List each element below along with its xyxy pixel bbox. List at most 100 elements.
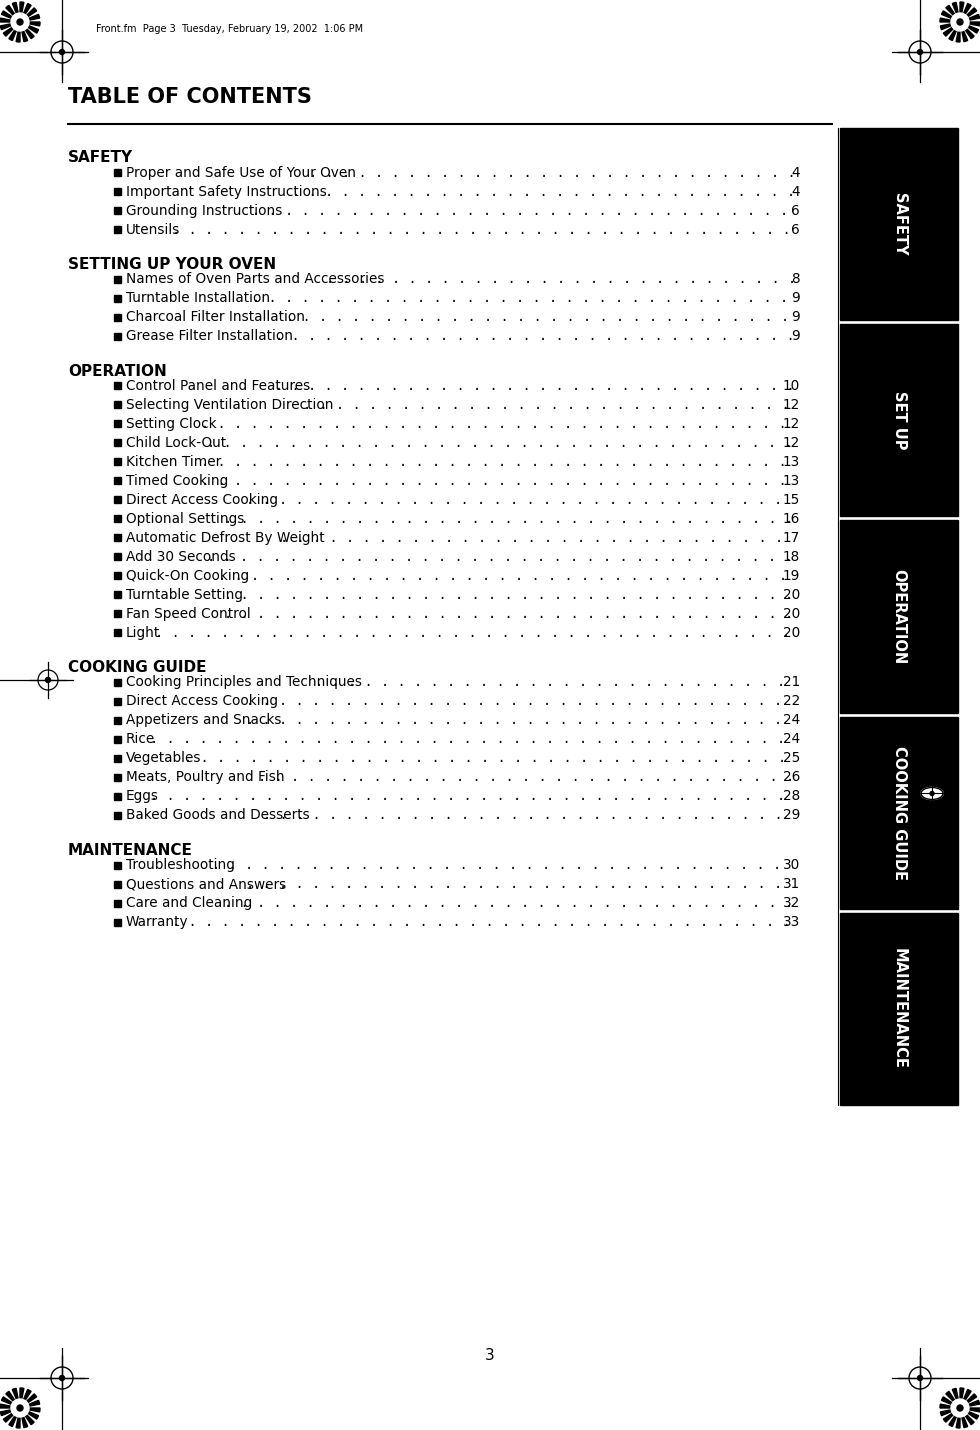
Bar bbox=[114, 207, 121, 214]
Bar bbox=[114, 698, 121, 705]
Text: 9: 9 bbox=[791, 292, 800, 305]
Text: . . . . . . . . . . . . . . . . . . . . . . . . . . . . . . . . . . . . . . . . : . . . . . . . . . . . . . . . . . . . . … bbox=[223, 512, 980, 526]
Polygon shape bbox=[960, 21, 967, 41]
Text: SET UP: SET UP bbox=[892, 390, 907, 449]
Polygon shape bbox=[960, 1400, 980, 1409]
Polygon shape bbox=[9, 21, 20, 40]
Polygon shape bbox=[20, 1394, 36, 1409]
Polygon shape bbox=[960, 14, 980, 21]
Polygon shape bbox=[0, 1404, 20, 1409]
Text: 3: 3 bbox=[485, 1347, 495, 1363]
Text: . . . . . . . . . . . . . . . . . . . . . . . . . . . . . . . . . . . . . . . . : . . . . . . . . . . . . . . . . . . . . … bbox=[201, 473, 980, 488]
Text: Direct Access Cooking: Direct Access Cooking bbox=[126, 695, 278, 708]
Text: Important Safety Instructions: Important Safety Instructions bbox=[126, 184, 327, 199]
Text: Proper and Safe Use of Your Oven: Proper and Safe Use of Your Oven bbox=[126, 166, 356, 180]
Text: 24: 24 bbox=[783, 714, 800, 728]
Text: 22: 22 bbox=[783, 695, 800, 708]
Text: 29: 29 bbox=[783, 808, 800, 822]
Bar bbox=[114, 792, 121, 799]
Bar bbox=[114, 515, 121, 522]
Polygon shape bbox=[960, 3, 971, 21]
Ellipse shape bbox=[921, 788, 943, 799]
Polygon shape bbox=[20, 1409, 27, 1427]
Text: Names of Oven Parts and Accessories: Names of Oven Parts and Accessories bbox=[126, 272, 384, 286]
Polygon shape bbox=[960, 1409, 967, 1427]
Text: SETTING UP YOUR OVEN: SETTING UP YOUR OVEN bbox=[68, 257, 276, 272]
Polygon shape bbox=[960, 1, 964, 21]
Text: . . . . . . . . . . . . . . . . . . . . . . . . . . . . . . . . . . . . . . . . : . . . . . . . . . . . . . . . . . . . . … bbox=[207, 436, 980, 450]
Text: . . . . . . . . . . . . . . . . . . . . . . . . . . . . . . . . . . . . . . . . : . . . . . . . . . . . . . . . . . . . . … bbox=[223, 897, 980, 909]
Polygon shape bbox=[946, 6, 960, 21]
Text: COOKING GUIDE: COOKING GUIDE bbox=[68, 661, 207, 675]
Text: Setting Clock: Setting Clock bbox=[126, 416, 217, 430]
Bar bbox=[114, 591, 121, 598]
Text: . . . . . . . . . . . . . . . . . . . . . . . . . . . . . . . . . . . . . . . . : . . . . . . . . . . . . . . . . . . . . … bbox=[246, 877, 980, 891]
Polygon shape bbox=[944, 21, 960, 36]
Text: Add 30 Seconds: Add 30 Seconds bbox=[126, 549, 236, 563]
Polygon shape bbox=[960, 21, 978, 33]
Text: Utensils: Utensils bbox=[126, 223, 180, 236]
Polygon shape bbox=[956, 21, 960, 41]
Text: 6: 6 bbox=[792, 223, 800, 236]
Text: 25: 25 bbox=[783, 751, 800, 765]
Text: . . . . . . . . . . . . . . . . . . . . . . . . . . . . . . . . . . . . . . . . : . . . . . . . . . . . . . . . . . . . . … bbox=[252, 292, 980, 305]
Text: 30: 30 bbox=[783, 858, 800, 872]
Polygon shape bbox=[20, 1400, 39, 1409]
Text: . . . . . . . . . . . . . . . . . . . . . . . . . . . . . . . . . . . . . . . . : . . . . . . . . . . . . . . . . . . . . … bbox=[286, 310, 980, 325]
Text: . . . . . . . . . . . . . . . . . . . . . . . . . . . . . . . . . . . . . . . . : . . . . . . . . . . . . . . . . . . . . … bbox=[280, 531, 980, 545]
Bar bbox=[114, 679, 121, 686]
Text: . . . . . . . . . . . . . . . . . . . . . . . . . . . . . . . . . . . . . . . . : . . . . . . . . . . . . . . . . . . . . … bbox=[184, 751, 980, 765]
Polygon shape bbox=[20, 21, 27, 41]
Text: . . . . . . . . . . . . . . . . . . . . . . . . . . . . . . . . . . . . . . . . : . . . . . . . . . . . . . . . . . . . . … bbox=[207, 549, 980, 563]
Polygon shape bbox=[13, 1389, 20, 1409]
Circle shape bbox=[917, 50, 922, 54]
Text: Rice: Rice bbox=[126, 732, 155, 746]
Polygon shape bbox=[20, 14, 39, 21]
Text: . . . . . . . . . . . . . . . . . . . . . . . . . . . . . . . . . . . . . . . . : . . . . . . . . . . . . . . . . . . . . … bbox=[292, 184, 980, 199]
Polygon shape bbox=[3, 1409, 20, 1423]
Text: 18: 18 bbox=[783, 549, 800, 563]
Polygon shape bbox=[949, 1409, 960, 1427]
Text: Kitchen Timer: Kitchen Timer bbox=[126, 455, 221, 469]
Text: . . . . . . . . . . . . . . . . . . . . . . . . . . . . . . . . . . . . . . . . : . . . . . . . . . . . . . . . . . . . . … bbox=[223, 606, 980, 621]
Text: 12: 12 bbox=[783, 416, 800, 430]
Text: Turntable Setting: Turntable Setting bbox=[126, 588, 243, 602]
Bar bbox=[114, 382, 121, 389]
Polygon shape bbox=[20, 21, 34, 39]
Bar bbox=[114, 478, 121, 485]
Polygon shape bbox=[960, 21, 980, 26]
Text: . . . . . . . . . . . . . . . . . . . . . . . . . . . . . . . . . . . . . . . . : . . . . . . . . . . . . . . . . . . . . … bbox=[309, 166, 980, 180]
Text: 28: 28 bbox=[783, 789, 800, 804]
Text: Front.fm  Page 3  Tuesday, February 19, 2002  1:06 PM: Front.fm Page 3 Tuesday, February 19, 20… bbox=[96, 24, 364, 34]
Text: 20: 20 bbox=[783, 606, 800, 621]
Bar bbox=[840, 521, 958, 712]
Polygon shape bbox=[960, 1390, 971, 1409]
Polygon shape bbox=[0, 21, 20, 30]
Text: MAINTENANCE: MAINTENANCE bbox=[892, 948, 907, 1070]
Circle shape bbox=[17, 1406, 23, 1411]
Bar bbox=[114, 812, 121, 819]
Text: Child Lock-Out: Child Lock-Out bbox=[126, 436, 226, 450]
Polygon shape bbox=[960, 1409, 978, 1419]
Polygon shape bbox=[0, 1409, 20, 1416]
Polygon shape bbox=[949, 21, 960, 40]
Bar bbox=[114, 169, 121, 176]
Bar bbox=[114, 189, 121, 194]
Text: Appetizers and Snacks: Appetizers and Snacks bbox=[126, 714, 281, 728]
Circle shape bbox=[951, 13, 969, 31]
Text: 24: 24 bbox=[783, 732, 800, 746]
Bar bbox=[114, 572, 121, 579]
Text: Eggs: Eggs bbox=[126, 789, 159, 804]
Polygon shape bbox=[956, 1409, 960, 1429]
Polygon shape bbox=[16, 1409, 20, 1429]
Text: 16: 16 bbox=[783, 512, 800, 526]
Text: . . . . . . . . . . . . . . . . . . . . . . . . . . . . . . . . . . . . . . . . : . . . . . . . . . . . . . . . . . . . . … bbox=[326, 272, 980, 286]
Text: 8: 8 bbox=[792, 272, 800, 286]
Text: . . . . . . . . . . . . . . . . . . . . . . . . . . . . . . . . . . . . . . . . : . . . . . . . . . . . . . . . . . . . . … bbox=[156, 626, 980, 639]
Text: Selecting Ventilation Direction: Selecting Ventilation Direction bbox=[126, 398, 333, 412]
Text: . . . . . . . . . . . . . . . . . . . . . . . . . . . . . . . . . . . . . . . . : . . . . . . . . . . . . . . . . . . . . … bbox=[274, 379, 980, 393]
Text: Meats, Poultry and Fish: Meats, Poultry and Fish bbox=[126, 771, 284, 785]
Bar bbox=[840, 912, 958, 1105]
Text: Care and Cleaning: Care and Cleaning bbox=[126, 897, 252, 909]
Bar bbox=[114, 755, 121, 762]
